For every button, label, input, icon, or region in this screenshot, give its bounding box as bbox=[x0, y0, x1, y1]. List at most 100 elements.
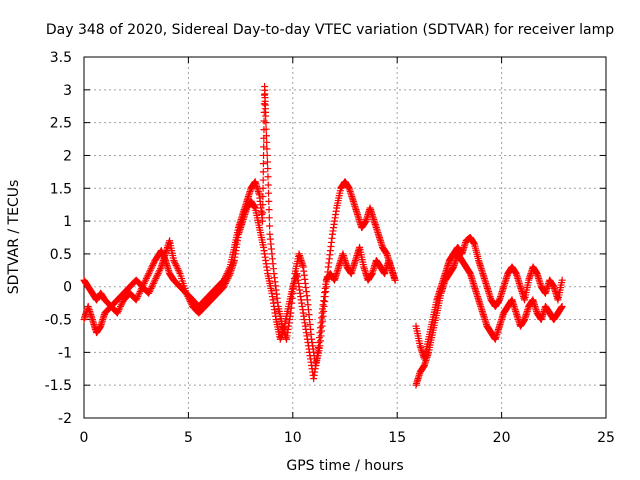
data-point bbox=[146, 288, 154, 296]
y-tick-label: 1.5 bbox=[50, 181, 72, 197]
data-point bbox=[391, 276, 399, 284]
data-point bbox=[145, 270, 153, 278]
data-point bbox=[143, 273, 151, 281]
data-point bbox=[185, 296, 193, 304]
data-point bbox=[117, 302, 125, 310]
data-point bbox=[259, 160, 267, 168]
data-point bbox=[141, 278, 149, 286]
data-point bbox=[185, 294, 193, 302]
data-point bbox=[146, 286, 154, 294]
data-point bbox=[149, 260, 157, 268]
data-point bbox=[148, 283, 156, 291]
data-point bbox=[148, 263, 156, 271]
data-points bbox=[80, 83, 566, 389]
data-point bbox=[264, 173, 272, 181]
data-point bbox=[259, 201, 267, 209]
data-point bbox=[264, 181, 272, 189]
data-point bbox=[147, 265, 155, 273]
data-point bbox=[259, 209, 267, 217]
data-point bbox=[222, 278, 230, 286]
data-point bbox=[145, 289, 153, 297]
data-point bbox=[221, 279, 229, 287]
data-point bbox=[114, 307, 122, 315]
grid bbox=[84, 57, 606, 418]
data-point bbox=[558, 302, 566, 310]
data-point bbox=[183, 291, 191, 299]
data-point bbox=[149, 261, 157, 269]
data-point bbox=[118, 299, 126, 307]
data-point bbox=[154, 270, 162, 278]
y-tick-label: -0.5 bbox=[45, 313, 72, 329]
y-tick-label: -1.5 bbox=[45, 378, 72, 394]
data-point bbox=[153, 273, 161, 281]
data-point bbox=[134, 293, 142, 301]
data-point bbox=[172, 261, 180, 269]
data-point bbox=[115, 306, 123, 314]
x-tick-label: 0 bbox=[80, 430, 89, 446]
data-point bbox=[175, 268, 183, 276]
data-point bbox=[262, 119, 270, 127]
data-point bbox=[152, 275, 160, 283]
data-point bbox=[147, 284, 155, 292]
data-point bbox=[182, 289, 190, 297]
y-tick-label: 2.5 bbox=[50, 116, 72, 132]
x-tick-label: 25 bbox=[597, 430, 615, 446]
data-point bbox=[265, 206, 273, 214]
y-tick-label: 3.5 bbox=[50, 50, 72, 66]
data-point bbox=[156, 266, 164, 274]
data-point bbox=[153, 271, 161, 279]
y-tick-label: 3 bbox=[63, 83, 72, 99]
data-point bbox=[262, 132, 270, 140]
chart-title: Day 348 of 2020, Sidereal Day-to-day VTE… bbox=[46, 22, 614, 38]
data-point bbox=[171, 258, 179, 266]
data-point bbox=[149, 279, 157, 287]
data-point bbox=[187, 299, 195, 307]
y-axis-label: SDTVAR / TECUs bbox=[6, 180, 22, 295]
data-point bbox=[174, 266, 182, 274]
data-point bbox=[116, 304, 124, 312]
data-point bbox=[173, 263, 181, 271]
data-point bbox=[265, 197, 273, 205]
data-point bbox=[263, 145, 271, 153]
data-point bbox=[259, 217, 267, 225]
y-tick-label: 2 bbox=[63, 148, 72, 164]
y-tick-label: -2 bbox=[58, 411, 72, 427]
data-point bbox=[263, 138, 271, 146]
x-tick-label: 20 bbox=[493, 430, 511, 446]
data-point bbox=[135, 289, 143, 297]
y-tick-label: 0.5 bbox=[50, 247, 72, 263]
data-point bbox=[186, 297, 194, 305]
data-point bbox=[117, 301, 125, 309]
y-tick-label: 0 bbox=[63, 280, 72, 296]
data-point bbox=[132, 296, 140, 304]
y-tick-label: 1 bbox=[63, 214, 72, 230]
data-point bbox=[151, 276, 159, 284]
data-point bbox=[225, 271, 233, 279]
data-point bbox=[156, 265, 164, 273]
data-point bbox=[220, 283, 228, 291]
data-point bbox=[224, 275, 232, 283]
data-point bbox=[260, 117, 268, 125]
data-point bbox=[262, 112, 270, 120]
data-point bbox=[558, 276, 566, 284]
data-point bbox=[142, 276, 150, 284]
data-point bbox=[133, 294, 141, 302]
data-point bbox=[146, 268, 154, 276]
data-point bbox=[263, 151, 271, 159]
data-point bbox=[150, 278, 158, 286]
y-axis: -2 -1.5 -1 -0.5 0 0.5 1 1.5 2 2.5 3 3.5 bbox=[45, 50, 606, 427]
x-tick-label: 15 bbox=[388, 430, 406, 446]
data-point bbox=[149, 281, 157, 289]
data-point bbox=[263, 158, 271, 166]
x-axis-label: GPS time / hours bbox=[286, 458, 403, 474]
y-tick-label: -1 bbox=[58, 345, 72, 361]
data-point bbox=[174, 265, 182, 273]
data-point bbox=[184, 293, 192, 301]
data-point bbox=[221, 281, 229, 289]
data-point bbox=[155, 268, 163, 276]
x-tick-label: 5 bbox=[184, 430, 193, 446]
data-point bbox=[135, 291, 143, 299]
data-point bbox=[259, 176, 267, 184]
data-point bbox=[259, 192, 267, 200]
